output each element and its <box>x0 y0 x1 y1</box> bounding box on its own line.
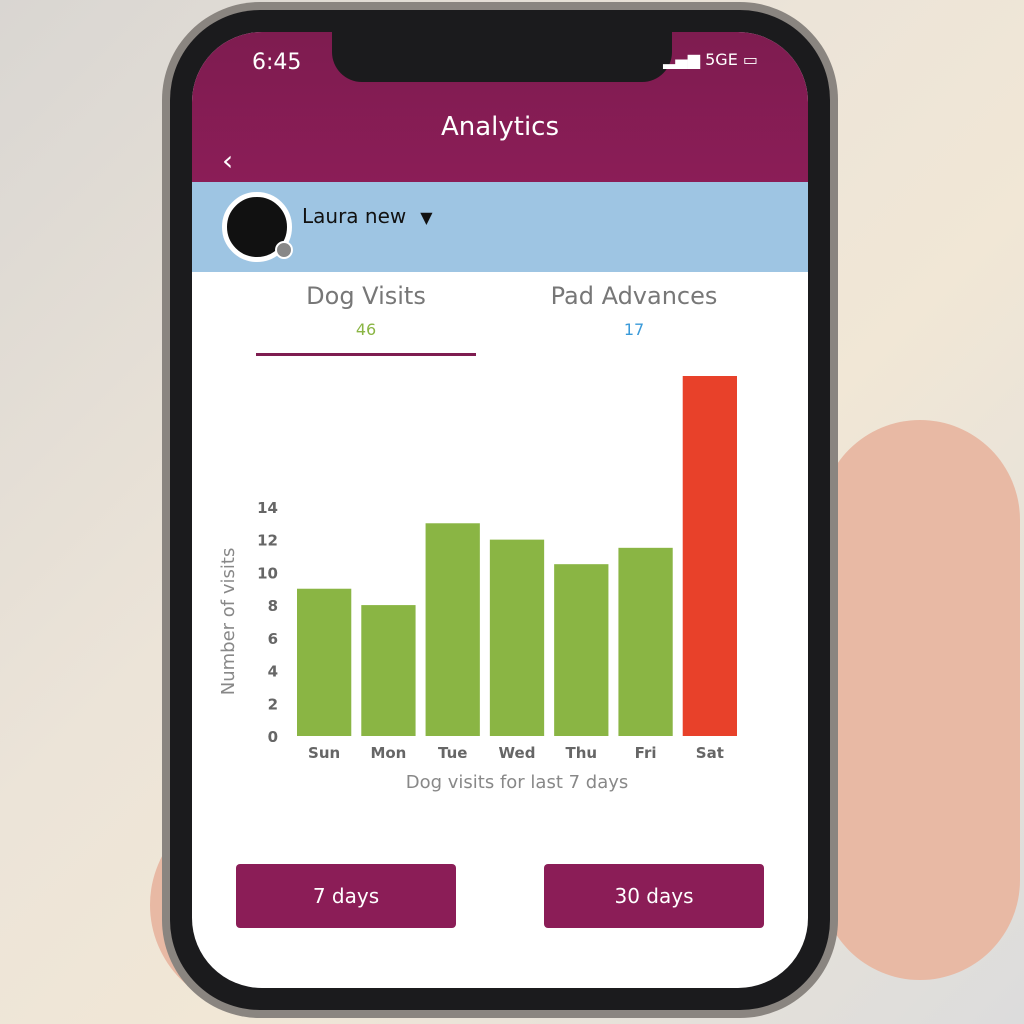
x-tick-label: Fri <box>635 744 657 762</box>
y-tick-label: 0 <box>268 728 278 746</box>
thirty-days-button[interactable]: 30 days <box>544 864 764 928</box>
page-title: Analytics <box>440 112 560 142</box>
y-axis-label: Number of visits <box>218 548 239 696</box>
status-time: 6:45 <box>252 50 302 75</box>
bar-wed <box>489 539 545 736</box>
x-tick-label: Wed <box>499 744 536 762</box>
phone-screen: 6:45 ▂▄▆ 5GE ▭ Analytics ‹ Laura new ▼ Do… <box>192 32 808 988</box>
presence-dot <box>275 241 293 259</box>
tab-count: 46 <box>355 320 377 339</box>
visits-chart: 0 2 4 6 8 10 12 14 Sun Mon Tue Wed Thu Fri Sat Dog visi… <box>212 366 808 810</box>
x-tick-label: Tue <box>438 744 467 762</box>
bar-sat <box>682 376 737 736</box>
y-tick-label: 12 <box>257 532 278 550</box>
seven-days-button[interactable]: 7 days <box>236 864 456 928</box>
network-label: 5GE <box>705 50 738 69</box>
phone: 6:45 ▂▄▆ 5GE ▭ Analytics ‹ Laura new ▼ Do… <box>170 10 830 1010</box>
y-tick-label: 2 <box>268 695 278 713</box>
bar-tue <box>425 523 480 736</box>
user-name: Laura new <box>302 204 407 228</box>
tab-count: 17 <box>623 320 645 339</box>
user-bar: Laura new ▼ <box>192 182 808 272</box>
tab-pad-advances[interactable]: Pad Advances 17 <box>524 282 744 356</box>
hand-fingers <box>820 420 1020 980</box>
chevron-left-icon[interactable]: ‹ <box>222 144 234 177</box>
tab-label: Dog Visits <box>306 282 426 310</box>
user-selector[interactable]: Laura new ▼ <box>302 204 433 228</box>
x-tick-label: Mon <box>370 744 406 762</box>
y-tick-label: 10 <box>257 564 278 582</box>
x-tick-label: Thu <box>565 744 597 762</box>
bar-fri <box>618 547 673 736</box>
top-bar: 6:45 ▂▄▆ 5GE ▭ Analytics ‹ <box>192 32 808 182</box>
avatar[interactable] <box>222 192 293 262</box>
bar-chart-svg: 0 2 4 6 8 10 12 14 Sun Mon Tue Wed Thu Fri Sat Dog visi… <box>218 376 737 793</box>
notch <box>332 32 672 82</box>
y-tick-label: 8 <box>268 597 278 615</box>
bar-mon <box>361 605 416 736</box>
y-tick-label: 6 <box>268 630 278 648</box>
status-network: ▂▄▆ 5GE ▭ <box>663 50 758 69</box>
tab-dog-visits[interactable]: Dog Visits 46 <box>256 282 476 356</box>
bar-sun <box>297 588 352 736</box>
caret-down-icon: ▼ <box>420 208 433 227</box>
x-axis-label: Dog visits for last 7 days <box>406 772 629 793</box>
y-tick-label: 14 <box>257 499 278 517</box>
tab-label: Pad Advances <box>550 282 718 310</box>
x-tick-label: Sun <box>308 744 340 762</box>
bar-thu <box>554 564 609 736</box>
y-tick-label: 4 <box>268 663 278 681</box>
x-tick-label: Sat <box>696 744 724 762</box>
